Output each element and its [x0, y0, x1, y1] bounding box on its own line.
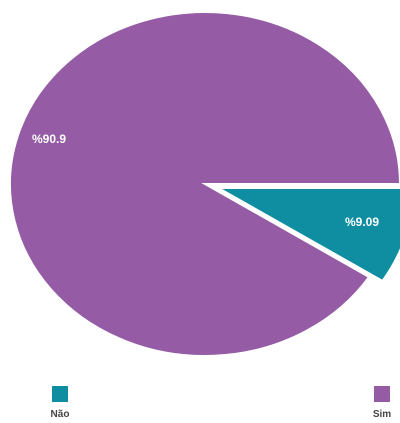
legend-swatch-sim: [374, 386, 390, 402]
legend-swatch-nao: [52, 386, 68, 402]
slice-label-nao: %9.09: [345, 215, 379, 229]
legend-item-sim[interactable]: Sim: [362, 386, 400, 420]
pie-slice-nao[interactable]: [214, 186, 400, 283]
pie-slice-sim[interactable]: [9, 11, 400, 357]
pie-slices: [9, 11, 400, 357]
legend-item-nao[interactable]: Não: [40, 386, 80, 420]
slice-label-sim: %90.9: [32, 132, 66, 146]
legend-label-nao: Não: [50, 409, 70, 420]
legend-label-sim: Sim: [372, 409, 392, 420]
